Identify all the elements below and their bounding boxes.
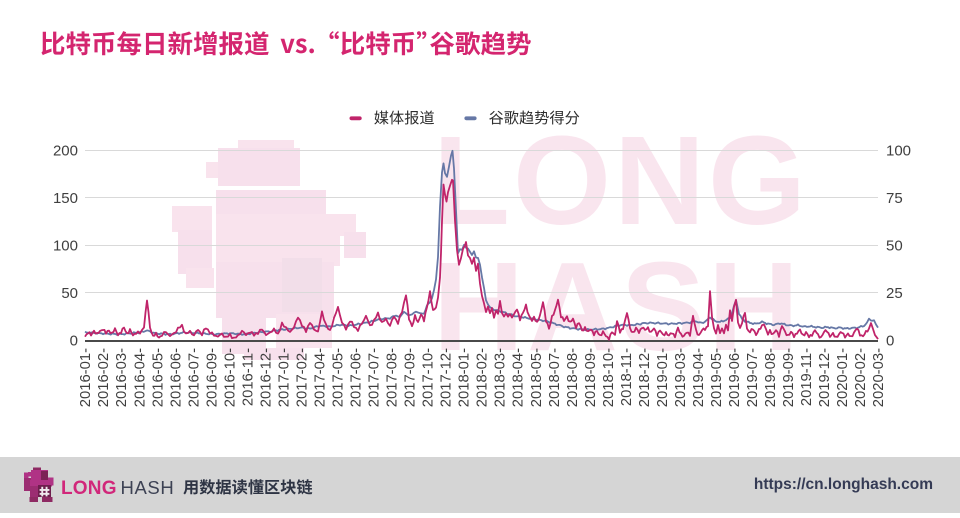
svg-text:2016-07-: 2016-07- xyxy=(186,348,202,407)
svg-text:200: 200 xyxy=(53,142,78,159)
svg-text:0: 0 xyxy=(886,332,894,349)
svg-text:2018-04-: 2018-04- xyxy=(511,348,527,407)
svg-text:2016-12-: 2016-12- xyxy=(258,348,274,407)
svg-text:LONG: LONG xyxy=(61,478,117,499)
svg-text:50: 50 xyxy=(61,285,78,302)
svg-text:2017-04-: 2017-04- xyxy=(312,348,328,407)
svg-text:2019-04-: 2019-04- xyxy=(691,348,707,407)
svg-text:2019-01-: 2019-01- xyxy=(655,348,671,407)
svg-text:2018-09-: 2018-09- xyxy=(583,348,599,407)
svg-text:2019-07-: 2019-07- xyxy=(745,348,761,407)
svg-text:LONG: LONG xyxy=(433,110,809,251)
svg-text:0: 0 xyxy=(70,332,78,349)
svg-text:25: 25 xyxy=(886,285,903,302)
svg-text:2017-01-: 2017-01- xyxy=(276,348,292,407)
svg-text:2016-04-: 2016-04- xyxy=(132,348,148,407)
svg-text:2017-02-: 2017-02- xyxy=(294,348,310,407)
svg-text:2018-05-: 2018-05- xyxy=(529,348,545,407)
svg-text:2018-03-: 2018-03- xyxy=(493,348,509,407)
svg-text:2018-07-: 2018-07- xyxy=(547,348,563,407)
svg-text:2019-06-: 2019-06- xyxy=(727,348,743,407)
svg-text:2018-11-: 2018-11- xyxy=(619,348,635,406)
svg-text:50: 50 xyxy=(886,237,903,254)
svg-text:https://cn.longhash.com: https://cn.longhash.com xyxy=(754,476,933,493)
svg-text:2019-09-: 2019-09- xyxy=(781,348,797,407)
svg-text:2017-05-: 2017-05- xyxy=(331,348,347,407)
svg-text:2019-03-: 2019-03- xyxy=(673,348,689,407)
svg-text:2017-06-: 2017-06- xyxy=(349,348,365,407)
svg-text:100: 100 xyxy=(886,142,911,159)
svg-text:2019-08-: 2019-08- xyxy=(763,348,779,407)
svg-text:2016-09-: 2016-09- xyxy=(204,348,220,407)
svg-text:2018-01-: 2018-01- xyxy=(457,348,473,407)
svg-text:2016-10-: 2016-10- xyxy=(222,348,238,407)
svg-text:2018-02-: 2018-02- xyxy=(475,348,491,407)
svg-text:2020-03-: 2020-03- xyxy=(871,348,887,407)
svg-text:2018-08-: 2018-08- xyxy=(565,348,581,407)
svg-text:2018-12-: 2018-12- xyxy=(637,348,653,407)
svg-text:2017-08-: 2017-08- xyxy=(385,348,401,407)
svg-text:2019-11-: 2019-11- xyxy=(799,348,815,406)
svg-text:2017-07-: 2017-07- xyxy=(367,348,383,407)
svg-text:HASH: HASH xyxy=(121,477,175,498)
svg-text:2016-02-: 2016-02- xyxy=(96,348,112,407)
svg-text:2018-10-: 2018-10- xyxy=(601,348,617,407)
svg-text:100: 100 xyxy=(53,237,78,254)
svg-text:2020-01-: 2020-01- xyxy=(835,348,851,407)
svg-text:2019-12-: 2019-12- xyxy=(817,348,833,407)
svg-text:2017-09-: 2017-09- xyxy=(403,348,419,407)
svg-text:75: 75 xyxy=(886,190,903,207)
svg-text:2017-12-: 2017-12- xyxy=(439,348,455,407)
svg-text:2016-11-: 2016-11- xyxy=(240,348,256,406)
svg-text:2016-05-: 2016-05- xyxy=(150,348,166,407)
svg-text:2016-06-: 2016-06- xyxy=(168,348,184,407)
svg-text:2017-10-: 2017-10- xyxy=(421,348,437,407)
svg-text:2016-03-: 2016-03- xyxy=(114,348,130,407)
svg-text:2020-02-: 2020-02- xyxy=(853,348,869,407)
svg-text:2016-01-: 2016-01- xyxy=(78,348,94,407)
svg-text:150: 150 xyxy=(53,190,78,207)
svg-text:2019-05-: 2019-05- xyxy=(709,348,725,407)
